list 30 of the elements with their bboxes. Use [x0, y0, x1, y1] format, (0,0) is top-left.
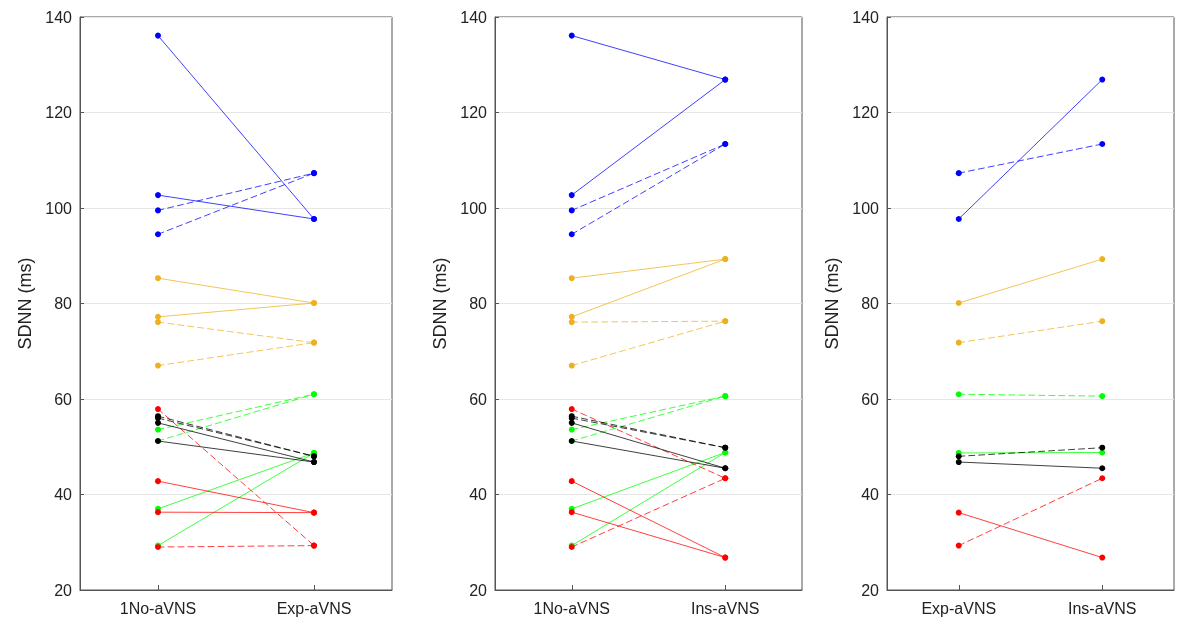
x-tick-label: 1No-aVNS [119, 599, 197, 617]
y-tick-label: 40 [469, 486, 488, 503]
y-tick-label: 20 [861, 581, 880, 599]
x-tick-label: Exp-aVNS [276, 599, 352, 617]
y-tick-label: 140 [460, 8, 488, 26]
x-tick-label: Ins-aVNS [1068, 599, 1137, 617]
y-tick-label: 80 [861, 295, 880, 312]
y-tick-label: 100 [852, 199, 880, 217]
y-tick-label: 80 [469, 295, 488, 312]
y-tick-label: 40 [54, 486, 73, 503]
y-tick-label: 20 [469, 581, 488, 599]
y-tick-label: 80 [54, 295, 73, 312]
y-axis-title: SDNN (ms) [15, 257, 36, 350]
y-tick-label: 120 [45, 104, 73, 121]
y-tick-label: 40 [861, 486, 880, 503]
y-tick-label: 60 [861, 390, 880, 408]
y-tick-label: 140 [45, 8, 73, 26]
y-tick-label: 120 [460, 104, 488, 121]
x-tick-label: Exp-aVNS [921, 599, 997, 617]
y-tick-label: 20 [54, 581, 73, 599]
y-tick-label: 140 [852, 8, 880, 26]
x-tick-label: 1No-aVNS [533, 599, 610, 617]
y-axis-title: SDNN (ms) [822, 257, 843, 350]
y-tick-label: 100 [45, 199, 73, 217]
x-tick-label: Ins-aVNS [691, 599, 760, 617]
y-tick-label: 100 [460, 199, 488, 217]
y-axis-title: SDNN (ms) [430, 257, 451, 350]
y-tick-label: 120 [852, 104, 880, 121]
y-tick-label: 60 [469, 390, 488, 408]
y-tick-label: 60 [54, 390, 73, 408]
